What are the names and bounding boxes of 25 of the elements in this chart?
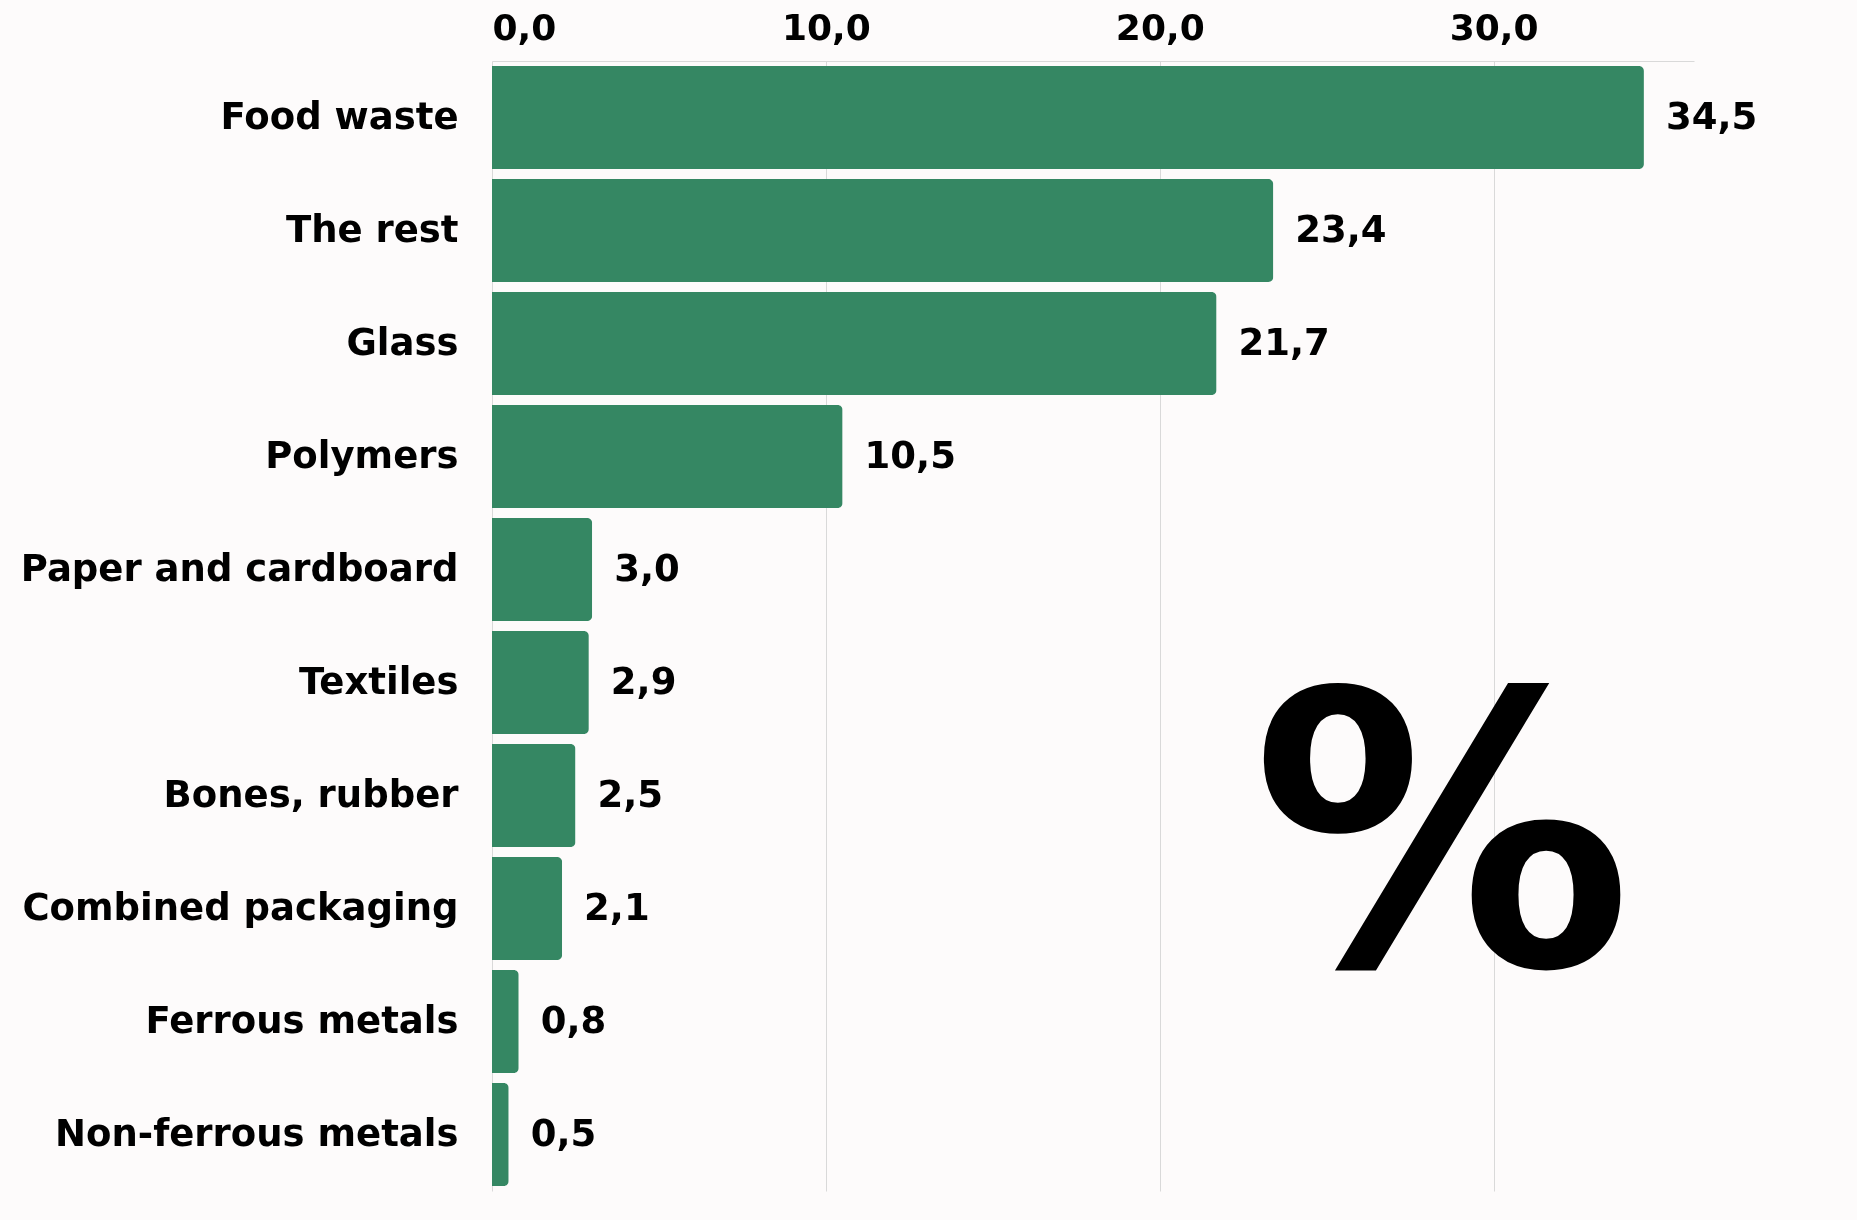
- y-tick-label: Paper and cardboard: [20, 546, 459, 590]
- y-tick-label: Polymers: [265, 433, 459, 477]
- y-tick-label: Bones, rubber: [163, 772, 460, 816]
- data-label: 0,5: [530, 1111, 597, 1155]
- data-label: 23,4: [1295, 207, 1387, 251]
- data-label: 0,8: [540, 998, 607, 1042]
- data-label: 3,0: [614, 546, 680, 590]
- data-label: 2,1: [584, 885, 650, 929]
- y-tick-label: The rest: [285, 207, 459, 251]
- data-label: 34,5: [1665, 94, 1758, 138]
- x-tick-label: 30,0: [1449, 6, 1539, 48]
- data-label: 2,5: [597, 772, 664, 816]
- data-label: 2,9: [610, 659, 677, 703]
- x-tick-label: 0,0: [492, 6, 557, 48]
- x-tick-label: 20,0: [1115, 6, 1205, 48]
- data-label: 21,7: [1238, 320, 1330, 364]
- y-tick-label: Glass: [346, 320, 459, 364]
- data-label: 10,5: [864, 433, 956, 477]
- y-tick-label: Combined packaging: [22, 885, 459, 929]
- y-tick-label: Ferrous metals: [145, 998, 459, 1042]
- y-tick-label: Non-ferrous metals: [55, 1111, 459, 1155]
- annotation: %: [1251, 612, 1633, 1055]
- y-tick-label: Food waste: [220, 94, 459, 138]
- y-tick-label: Textiles: [299, 659, 459, 703]
- x-tick-label: 10,0: [781, 6, 871, 48]
